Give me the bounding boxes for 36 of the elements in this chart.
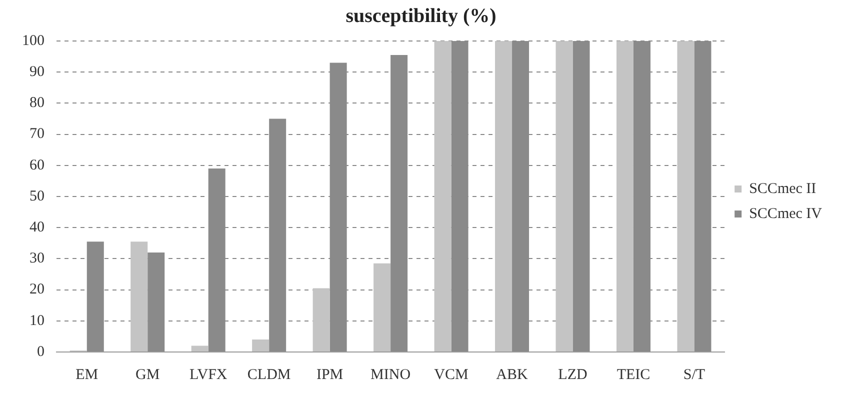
- y-tick-label: 20: [30, 282, 44, 298]
- bar: [252, 340, 270, 352]
- y-tick-label: 70: [30, 126, 44, 142]
- bar: [556, 41, 573, 352]
- x-tick-label: VCM: [434, 366, 468, 383]
- y-tick-label: 80: [30, 95, 44, 112]
- legend-label: SCCmec II: [749, 180, 816, 197]
- bar: [434, 41, 452, 352]
- y-tick-label: 40: [30, 220, 44, 236]
- x-tick-label: TEIC: [616, 366, 650, 383]
- bar: [312, 288, 330, 352]
- x-tick-label: IPM: [316, 366, 344, 383]
- x-tick-label: ABK: [496, 366, 528, 383]
- y-tick-label: 90: [30, 64, 44, 80]
- bar: [677, 41, 694, 352]
- y-tick-label: 30: [30, 250, 44, 267]
- y-tick-label: 60: [30, 157, 44, 174]
- bar: [191, 346, 208, 352]
- y-tick-label: 0: [37, 344, 44, 360]
- y-tick-label: 50: [30, 188, 44, 204]
- bar: [148, 252, 165, 352]
- x-tick-label: LZD: [558, 366, 588, 383]
- x-tick-label: MINO: [370, 366, 411, 383]
- bar: [130, 242, 148, 352]
- x-tick-label: CLDM: [247, 366, 291, 383]
- x-tick-label: EM: [76, 366, 98, 383]
- legend-label: SCCmec IV: [749, 206, 822, 222]
- chart-title: susceptibility (%): [346, 5, 496, 28]
- bar: [616, 41, 634, 352]
- bar: [495, 41, 512, 352]
- y-tick-label: 100: [22, 32, 44, 49]
- x-tick-label: LVFX: [189, 366, 228, 383]
- x-tick-label: S/T: [683, 366, 706, 383]
- bar: [374, 263, 391, 352]
- x-tick-label: GM: [136, 366, 160, 383]
- y-tick-label: 10: [30, 312, 44, 329]
